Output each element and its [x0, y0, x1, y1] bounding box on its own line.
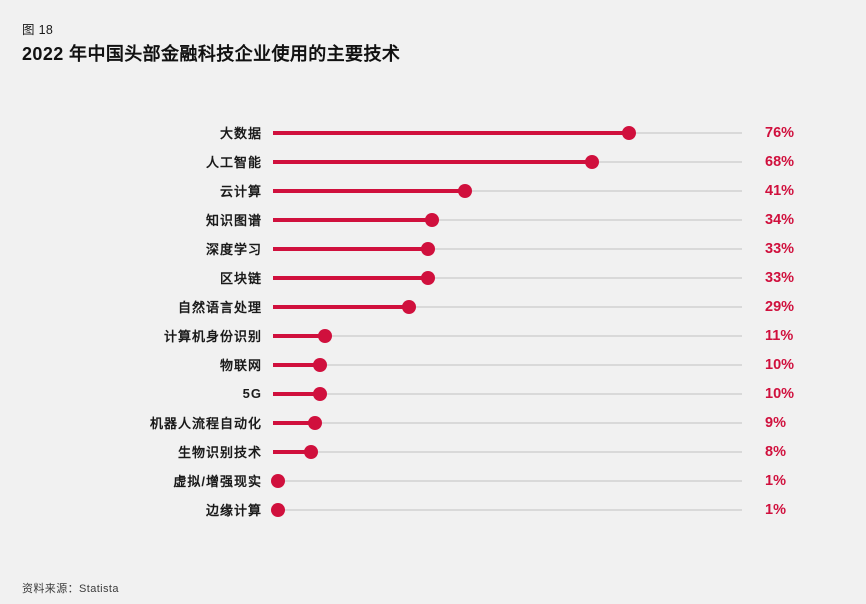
- track-background-line: [273, 218, 742, 221]
- value-label: 8%: [765, 443, 786, 460]
- figure-number-label: 图 18: [22, 23, 54, 37]
- category-label: 自然语言处理: [177, 300, 262, 315]
- value-label: 33%: [765, 269, 795, 286]
- value-dot-marker: [312, 386, 327, 401]
- value-track: [273, 263, 742, 292]
- category-label: 知识图谱: [205, 213, 262, 228]
- value-track: [270, 495, 742, 524]
- track-background-line: [273, 479, 742, 482]
- value-dot-marker: [303, 444, 318, 459]
- category-label: 计算机身份识别: [163, 329, 262, 344]
- chart-row: 生物识别技术 8%: [22, 437, 832, 466]
- value-track: [273, 292, 742, 321]
- value-dot-marker: [425, 212, 440, 227]
- track-background-line: [273, 392, 742, 395]
- value-label: 9%: [765, 414, 786, 431]
- category-label: 区块链: [219, 271, 262, 286]
- value-track: [273, 205, 742, 234]
- chart-row: 大数据 76%: [22, 118, 832, 147]
- value-bar-line: [273, 304, 409, 309]
- value-dot-marker: [622, 125, 637, 140]
- value-track: [270, 466, 742, 495]
- category-label: 边缘计算: [205, 503, 262, 518]
- value-bar-line: [273, 246, 428, 251]
- track-background-line: [273, 189, 742, 192]
- value-dot-marker: [420, 241, 435, 256]
- value-label: 41%: [765, 182, 795, 199]
- track-background-line: [273, 334, 742, 337]
- value-track: [273, 118, 742, 147]
- value-dot-marker: [312, 357, 327, 372]
- value-label: 68%: [765, 153, 795, 170]
- category-label: 5G: [242, 386, 262, 401]
- value-label: 76%: [765, 124, 795, 141]
- value-label: 34%: [765, 211, 795, 228]
- chart-row: 机器人流程自动化 9%: [22, 408, 832, 437]
- value-bar-line: [273, 159, 592, 164]
- value-bar-line: [273, 130, 630, 135]
- chart-row: 区块链 33%: [22, 263, 832, 292]
- track-background-line: [273, 421, 742, 424]
- lollipop-chart: 大数据 76% 人工智能 68% 云计算 41% 知识图谱 34% 深度学习 33% 区块链 33% 自…: [22, 118, 832, 524]
- value-label: 29%: [765, 298, 795, 315]
- value-dot-marker: [402, 299, 416, 314]
- chart-row: 知识图谱 34%: [22, 205, 832, 234]
- value-track: [273, 234, 742, 263]
- value-label: 33%: [765, 240, 795, 257]
- chart-row: 虚拟/增强现实 1%: [22, 466, 832, 495]
- chart-row: 物联网 10%: [22, 350, 832, 379]
- category-label: 虚拟/增强现实: [173, 474, 262, 489]
- value-bar-line: [273, 275, 428, 280]
- value-dot-marker: [458, 183, 473, 198]
- value-dot-marker: [308, 415, 323, 430]
- value-track: [273, 147, 742, 176]
- value-bar-line: [273, 362, 320, 367]
- value-bar-line: [273, 188, 466, 193]
- category-label: 人工智能: [205, 155, 262, 170]
- track-background-line: [273, 276, 742, 279]
- category-label: 深度学习: [205, 242, 262, 257]
- chart-row: 5G 10%: [22, 379, 832, 408]
- chart-row: 边缘计算 1%: [22, 495, 832, 524]
- value-bar-line: [273, 391, 320, 396]
- value-label: 1%: [765, 472, 786, 489]
- chart-title: 2022 年中国头部金融科技企业使用的主要技术: [22, 44, 401, 64]
- value-track: [273, 437, 742, 466]
- chart-row: 云计算 41%: [22, 176, 832, 205]
- value-dot-marker: [270, 473, 285, 488]
- category-label: 物联网: [219, 358, 262, 373]
- category-label: 云计算: [219, 184, 262, 199]
- value-label: 1%: [765, 501, 786, 518]
- value-dot-marker: [584, 154, 599, 169]
- value-bar-line: [273, 449, 311, 454]
- value-label: 10%: [765, 385, 795, 402]
- chart-row: 计算机身份识别 11%: [22, 321, 832, 350]
- chart-row: 深度学习 33%: [22, 234, 832, 263]
- value-bar-line: [273, 217, 433, 222]
- value-track: [273, 408, 742, 437]
- value-bar-line: [273, 333, 325, 338]
- track-background-line: [273, 247, 742, 250]
- value-dot-marker: [270, 502, 285, 517]
- value-track: [273, 176, 742, 205]
- chart-row: 人工智能 68%: [22, 147, 832, 176]
- value-label: 10%: [765, 356, 795, 373]
- value-track: [273, 350, 742, 379]
- data-source-note: 资料来源：Statista: [22, 583, 119, 595]
- track-background-line: [273, 508, 742, 511]
- track-background-line: [273, 305, 742, 308]
- track-background-line: [273, 450, 742, 453]
- value-bar-line: [273, 420, 316, 425]
- value-dot-marker: [317, 328, 332, 343]
- category-label: 生物识别技术: [177, 445, 262, 460]
- value-track: [273, 379, 742, 408]
- chart-row: 自然语言处理 29%: [22, 292, 832, 321]
- category-label: 大数据: [219, 126, 262, 141]
- value-label: 11%: [765, 327, 794, 344]
- category-label: 机器人流程自动化: [149, 416, 262, 431]
- track-background-line: [273, 363, 742, 366]
- value-track: [273, 321, 742, 350]
- value-dot-marker: [420, 270, 435, 285]
